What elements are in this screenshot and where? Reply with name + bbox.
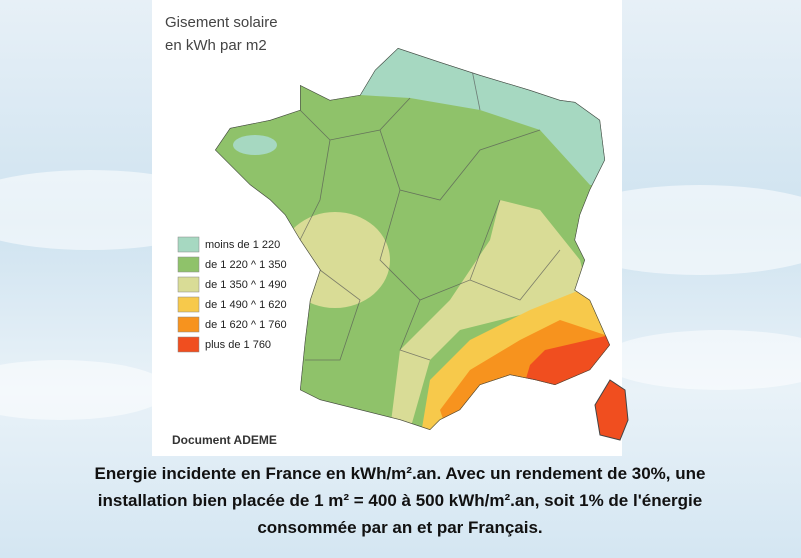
corsica — [594, 379, 629, 441]
credit: Document ADEME — [172, 433, 277, 447]
legend-label: moins de 1 220 — [205, 239, 280, 251]
caption-line: Energie incidente en France en kWh/m².an… — [95, 464, 706, 483]
zone — [390, 200, 590, 430]
legend-label: de 1 620 ^ 1 760 — [205, 319, 287, 331]
map-title: en kWh par m2 — [165, 37, 267, 54]
legend-swatch — [177, 236, 200, 253]
legend-swatch — [177, 316, 200, 333]
legend-label: plus de 1 760 — [205, 339, 271, 351]
legend-swatch — [177, 296, 200, 313]
legend-label: de 1 350 ^ 1 490 — [205, 279, 287, 291]
caption-line: consommée par an et par Français. — [257, 518, 542, 537]
legend-swatch — [177, 336, 200, 353]
legend-label: de 1 220 ^ 1 350 — [205, 259, 287, 271]
caption-line: installation bien placée de 1 m² = 400 à… — [98, 491, 702, 510]
legend-swatch — [177, 276, 200, 293]
legend-swatch — [177, 256, 200, 273]
zone — [233, 135, 277, 155]
legend-label: de 1 490 ^ 1 620 — [205, 299, 287, 311]
map-title: Gisement solaire — [165, 14, 278, 31]
legend: moins de 1 220 de 1 220 ^ 1 350 de 1 350 ^… — [177, 236, 287, 353]
